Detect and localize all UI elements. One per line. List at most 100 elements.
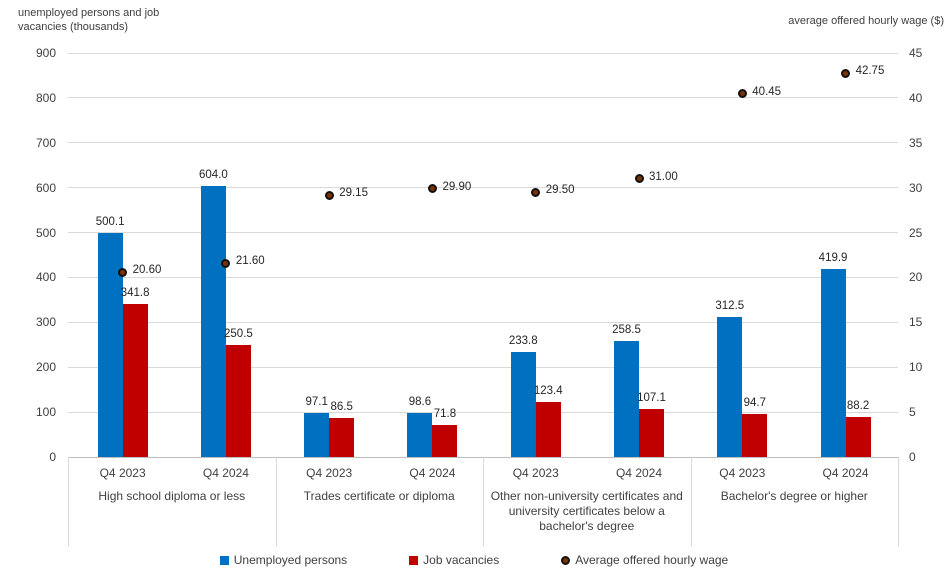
wage-value-label: 42.75: [855, 65, 885, 78]
legend-item: Average offered hourly wage: [561, 553, 728, 567]
period-tick-label: Q4 2023: [719, 466, 766, 480]
legend-label: Unemployed persons: [233, 553, 348, 567]
series-legend-marker-icon: [409, 555, 419, 565]
bar-vacancies: [639, 408, 664, 457]
period-tick-label: Q4 2023: [306, 466, 353, 480]
left-axis-tick-label: 200: [35, 360, 56, 375]
left-axis-title: unemployed persons and job vacancies (th…: [18, 6, 159, 34]
bar-value-label-unemployed: 98.6: [408, 395, 432, 408]
left-axis-tick-label: 800: [35, 90, 56, 105]
left-axis-tick-label: 600: [35, 180, 56, 195]
gridline: [68, 142, 898, 144]
bar-value-label-vacancies: 341.8: [120, 286, 150, 299]
group-separator: [690, 457, 692, 547]
left-axis-tick-label: 700: [35, 135, 56, 150]
period-tick-label: Q4 2023: [512, 466, 559, 480]
group-separator: [68, 457, 69, 547]
gridline: [68, 97, 898, 99]
bar-unemployed: [820, 268, 846, 457]
bar-unemployed: [614, 340, 639, 457]
wage-point-marker: [324, 190, 334, 200]
bar-value-label-vacancies: 250.5: [224, 327, 253, 340]
right-axis-tick-label: 0: [909, 450, 916, 464]
period-tick-label: Q4 2024: [409, 466, 456, 480]
bar-unemployed: [717, 316, 743, 457]
bar-value-label-unemployed: 419.9: [818, 251, 848, 264]
legend-label: Job vacancies: [423, 553, 500, 567]
gridline: [68, 52, 898, 54]
bar-vacancies: [535, 401, 561, 457]
wage-point-marker: [737, 89, 747, 99]
bar-value-label-unemployed: 500.1: [95, 215, 125, 228]
bar-vacancies: [225, 344, 251, 457]
bar-unemployed: [510, 352, 536, 457]
right-axis-tick-label: 40: [909, 90, 923, 105]
bar-value-label-vacancies: 94.7: [743, 397, 766, 410]
wage-value-label: 29.50: [545, 184, 575, 197]
bar-value-label-vacancies: 123.4: [533, 384, 563, 397]
gridline: [68, 411, 898, 413]
gridline: [68, 232, 898, 234]
bar-vacancies: [122, 303, 148, 457]
legend-label: Average offered hourly wage: [575, 553, 729, 567]
wage-point-marker: [118, 267, 128, 277]
right-axis-tick-label: 10: [909, 360, 923, 375]
period-tick-label: Q4 2023: [99, 466, 146, 480]
bar-value-label-vacancies: 86.5: [330, 401, 353, 414]
gridline: [68, 187, 898, 189]
bar-unemployed: [407, 412, 433, 457]
bar-value-label-vacancies: 88.2: [846, 400, 870, 413]
bar-vacancies: [845, 417, 871, 457]
right-axis-tick-label: 5: [909, 405, 916, 420]
series-legend-marker-icon: [219, 555, 229, 565]
wage-value-label: 20.60: [132, 264, 162, 277]
group-separator: [275, 457, 277, 547]
wage-value-label: 29.90: [442, 180, 472, 193]
period-tick-label: Q4 2024: [822, 466, 869, 480]
bar-vacancies: [329, 418, 355, 457]
right-axis-tick-label: 15: [909, 315, 923, 330]
wage-value-label: 21.60: [235, 255, 265, 268]
group-category-label: High school diploma or less: [98, 489, 246, 503]
gridline: [68, 366, 898, 368]
wage-value-label: 40.45: [752, 85, 782, 98]
right-axis-title: average offered hourly wage ($): [788, 15, 944, 27]
legend-item: Unemployed persons: [219, 553, 348, 567]
wage-point-marker: [531, 187, 541, 197]
left-axis-title-line1: unemployed persons and job: [18, 7, 160, 19]
wage-value-label: 29.15: [339, 187, 368, 200]
bar-value-label-unemployed: 97.1: [305, 396, 328, 409]
group-category-label: Bachelor's degree or higher: [720, 489, 868, 503]
legend: Unemployed persons Job vacancies Average o…: [0, 553, 948, 567]
wage-point-marker: [221, 258, 231, 268]
bar-vacancies: [432, 424, 458, 457]
group-separator: [483, 457, 484, 547]
wage-point-marker: [841, 68, 851, 78]
bar-value-label-unemployed: 604.0: [199, 168, 228, 181]
period-tick-label: Q4 2024: [202, 466, 249, 480]
bar-value-label-vacancies: 71.8: [433, 407, 457, 420]
right-axis-tick-label: 30: [909, 180, 923, 195]
right-axis-tick-label: 35: [909, 135, 923, 150]
left-axis-title-line2: vacancies (thousands): [18, 21, 129, 33]
group-category-label: Other non-university certificates and un…: [490, 489, 683, 533]
left-axis-tick-label: 300: [35, 315, 56, 330]
bar-value-label-unemployed: 258.5: [612, 323, 641, 336]
left-axis-tick-label: 0: [49, 450, 56, 464]
left-axis-tick-label: 900: [35, 46, 56, 60]
left-axis-tick-label: 100: [35, 405, 56, 420]
wage-point-marker: [427, 184, 437, 194]
wage-legend-marker-icon: [561, 555, 571, 565]
right-axis-tick-label: 20: [909, 270, 923, 285]
bar-unemployed: [97, 232, 123, 457]
legend-item: Job vacancies: [409, 553, 499, 567]
group-category-label: Trades certificate or diploma: [303, 489, 455, 503]
bar-vacancies: [742, 414, 768, 457]
gridline: [68, 276, 898, 278]
bar-unemployed: [304, 413, 330, 457]
bar-unemployed: [200, 185, 226, 457]
wage-point-marker: [634, 174, 644, 184]
period-tick-label: Q4 2024: [615, 466, 663, 480]
right-axis-tick-label: 45: [909, 46, 923, 60]
